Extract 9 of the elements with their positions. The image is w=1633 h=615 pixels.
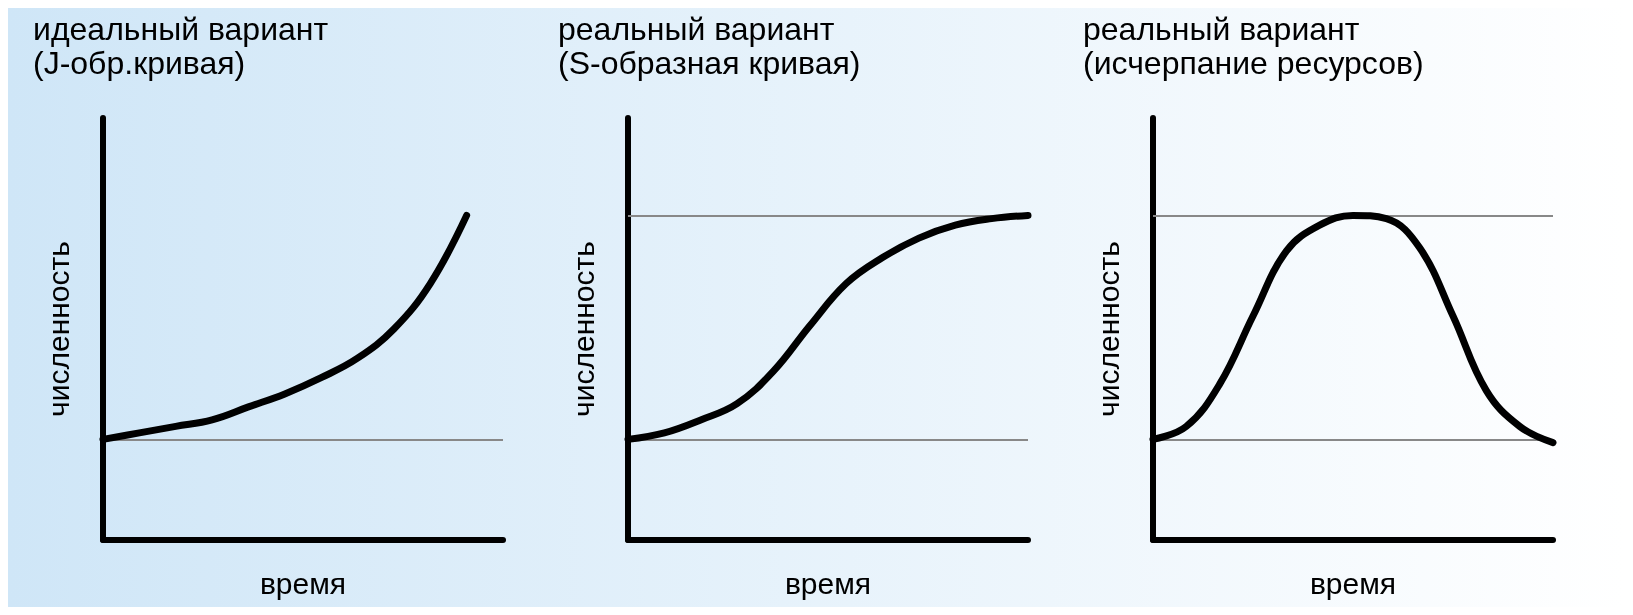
y-axis-title: численность [41, 241, 75, 417]
y-axis-title: численность [566, 241, 600, 417]
chart-title: реальный вариант [1083, 11, 1360, 47]
y-axis-title: численность [1091, 241, 1125, 417]
x-axis-title: время [259, 566, 347, 600]
chart-title: идеальный вариант [33, 11, 329, 47]
x-axis-title: время [1309, 566, 1397, 600]
x-axis-title: время [784, 566, 872, 600]
chart-title: реальный вариант [558, 11, 835, 47]
